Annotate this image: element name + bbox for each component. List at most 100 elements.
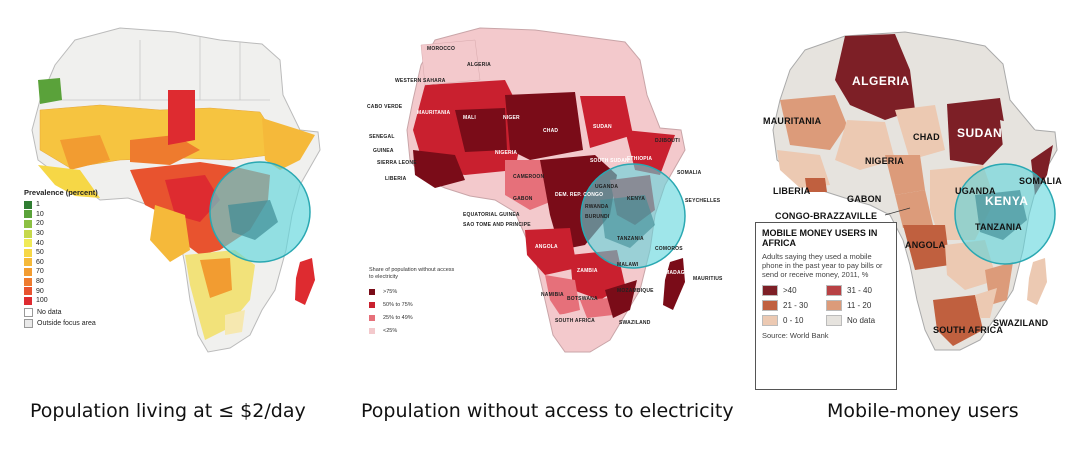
country-label-western-sahara: WESTERN SAHARA — [395, 78, 446, 84]
country-label-swaziland: SWAZILAND — [619, 320, 651, 326]
country-label-south-africa: SOUTH AFRICA — [933, 325, 1004, 335]
legend-item: >40 — [762, 285, 826, 296]
country-label-gabon: GABON — [847, 194, 882, 204]
legend-swatch — [369, 314, 375, 321]
legend-swatch — [762, 315, 778, 326]
country-label-mauritius: MAURITIUS — [693, 276, 723, 282]
africa-map-electricity — [406, 27, 686, 353]
legend-swatch — [24, 200, 32, 209]
country-label-seychelles: SEYCHELLES — [685, 198, 721, 204]
country-label-morocco: MOROCCO — [427, 46, 456, 52]
country-label-liberia: LIBERIA — [385, 176, 407, 182]
legend-label: 50% to 75% — [383, 301, 413, 308]
legend-item: 70 — [24, 267, 98, 277]
country-label-mozambique: MOZAMBIQUE — [617, 288, 654, 294]
country-label-ethiopia: ETHIOPIA — [627, 156, 653, 162]
legend-swatch — [826, 285, 842, 296]
legend-swatch — [762, 285, 778, 296]
legend-subtitle: Adults saying they used a mobile phone i… — [762, 252, 883, 279]
legend-item: No data — [826, 315, 890, 326]
country-label-tanzania: TANZANIA — [617, 236, 644, 242]
legend-label: No data — [37, 308, 62, 316]
legend-label: 30 — [36, 230, 44, 238]
electricity-legend: Share of population without access to el… — [369, 267, 459, 337]
legend-label: 21 - 30 — [783, 301, 808, 310]
legend-swatch — [24, 318, 33, 328]
madagascar-shape — [663, 258, 685, 310]
legend-item: 31 - 40 — [826, 285, 890, 296]
country-label-angola: ANGOLA — [535, 244, 558, 250]
legend-item: 0 - 10 — [762, 315, 826, 326]
mobile-money-legend: MOBILE MONEY USERS IN AFRICA Adults sayi… — [755, 222, 897, 390]
country-label-burundi: BURUNDI — [585, 214, 610, 220]
country-label-kenya: KENYA — [627, 196, 646, 202]
madagascar-shape — [1027, 258, 1047, 305]
legend-label: 60 — [36, 258, 44, 266]
country-label-swaziland: SWAZILAND — [993, 318, 1049, 328]
legend-swatch — [24, 239, 32, 248]
legend-label: 1 — [36, 201, 40, 209]
country-label-chad: CHAD — [543, 128, 559, 134]
country-label-guinea: GUINEA — [373, 148, 394, 154]
country-label-nigeria: NIGERIA — [495, 150, 518, 156]
legend-label: 20 — [36, 220, 44, 228]
algeria-shape — [835, 34, 915, 120]
legend-source: Source: World Bank — [762, 331, 829, 340]
africa-map-poverty — [31, 27, 321, 353]
country-label-angola: ANGOLA — [905, 240, 946, 250]
legend-item: 20 — [24, 219, 98, 229]
legend-label: 0 - 10 — [783, 316, 804, 325]
country-label-madagascar: MADAGASCAR — [665, 270, 704, 276]
country-label-liberia: LIBERIA — [773, 186, 811, 196]
country-label-kenya: KENYA — [985, 194, 1029, 208]
legend-item: 25% to 49% — [369, 311, 459, 324]
madagascar-shape — [295, 258, 315, 305]
legend-label: 50 — [36, 249, 44, 257]
country-label-sao-tome: SAO TOME AND PRINCIPE — [463, 222, 531, 228]
country-label-somalia: SOMALIA — [1019, 176, 1062, 186]
legend-swatch — [762, 300, 778, 311]
legend-item: 1 — [24, 200, 98, 210]
africa-map-mobile-money — [772, 31, 1058, 351]
legend-label: No data — [847, 316, 876, 325]
country-label-senegal: SENEGAL — [369, 134, 395, 140]
legend-item: 90 — [24, 286, 98, 296]
legend-title: MOBILE MONEY USERS IN AFRICA — [762, 228, 878, 248]
country-label-comoros: COMOROS — [655, 246, 683, 252]
legend-item: 50 — [24, 248, 98, 258]
country-label-eq-guinea: EQUATORIAL GUINEA — [463, 212, 520, 218]
country-label-mauritania: MAURITANIA — [417, 110, 451, 116]
legend-swatch — [369, 301, 375, 308]
country-label-congo-brazzaville: CONGO-BRAZZAVILLE — [775, 211, 878, 221]
country-label-mali: MALI — [463, 115, 477, 121]
country-label-south-sudan: SOUTH SUDAN — [590, 158, 629, 164]
country-label-congo: DEM. REP. CONGO — [555, 192, 604, 198]
legend-label: 25% to 49% — [383, 314, 413, 321]
legend-item: 80 — [24, 277, 98, 287]
country-label-cabo-verde: CABO VERDE — [367, 104, 403, 110]
legend-swatch — [369, 327, 375, 334]
legend-swatch — [369, 288, 375, 295]
sudan-shape — [947, 98, 1007, 165]
legend-item: 30 — [24, 229, 98, 239]
country-label-uganda: UGANDA — [595, 184, 619, 190]
country-label-mauritania: MAURITANIA — [763, 116, 822, 126]
legend-swatch — [24, 287, 32, 296]
map-caption: Population without access to electricity — [361, 400, 734, 422]
country-label-djibouti: DJIBOUTI — [655, 138, 680, 144]
legend-item: 21 - 30 — [762, 300, 826, 311]
legend-item: 11 - 20 — [826, 300, 890, 311]
legend-swatch — [826, 315, 842, 326]
legend-label: 40 — [36, 239, 44, 247]
legend-label: 70 — [36, 268, 44, 276]
country-label-uganda: UGANDA — [955, 186, 996, 196]
country-label-sierra-leone: SIERRA LEONE — [377, 160, 417, 166]
legend-label: 90 — [36, 287, 44, 295]
legend-label: 80 — [36, 278, 44, 286]
legend-item: 60 — [24, 258, 98, 268]
legend-item: 100 — [24, 296, 98, 306]
legend-item: 50% to 75% — [369, 298, 459, 311]
map-poverty-panel: Prevalence (percent) 1 10 20 30 40 50 60 70 80 90… — [0, 0, 350, 454]
country-label-algeria: ALGERIA — [852, 74, 910, 88]
legend-no-data: No data — [24, 307, 98, 317]
